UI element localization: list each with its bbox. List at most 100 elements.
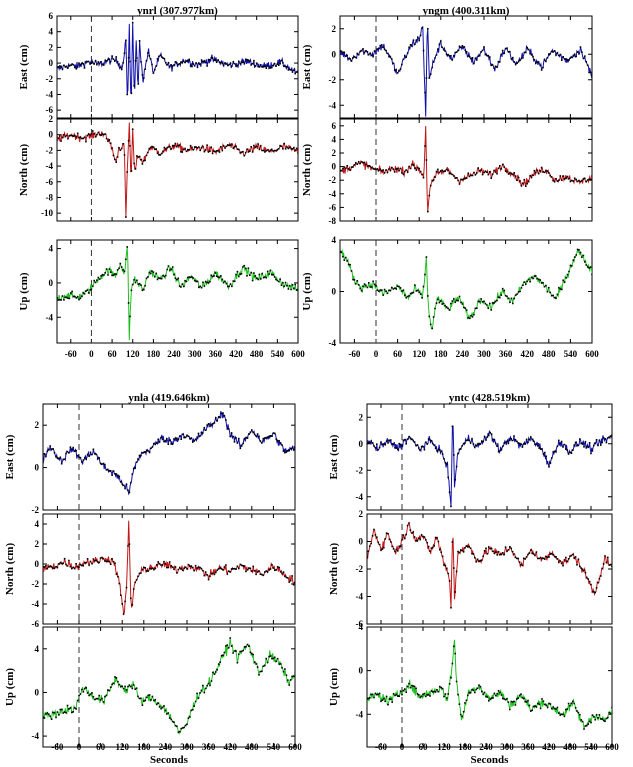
- series-up: [57, 246, 298, 341]
- y-tick-label: 0: [332, 49, 337, 59]
- x-tick-label: 420: [223, 742, 237, 752]
- panel-north: -8 -6 -4 -2 0 2 4 6 North (cm): [301, 118, 593, 226]
- y-tick-label: 0: [35, 463, 40, 473]
- y-axis-label: East (cm): [301, 44, 313, 89]
- series-points: [340, 248, 592, 330]
- y-tick-label: 0: [359, 439, 364, 449]
- series-points: [57, 246, 298, 318]
- series-east: [57, 21, 298, 96]
- station-chart-0: ynrl (307.977km) -6 -4 -2 0 2 4 6 East (cm) -10 -8…: [18, 5, 305, 359]
- series-up: [43, 637, 295, 736]
- x-tick-label: 360: [521, 742, 535, 752]
- y-tick-label: -6: [32, 619, 40, 629]
- series-east: [367, 425, 612, 508]
- y-tick-label: -4: [329, 338, 337, 348]
- y-tick-label: 0: [49, 278, 54, 288]
- x-tick-label: 540: [564, 349, 578, 359]
- panel-north: -6 -4 -2 0 2 4 North (cm): [4, 513, 296, 629]
- x-tick-label: 300: [477, 349, 491, 359]
- x-tick-label: 120: [126, 349, 140, 359]
- series-line: [340, 26, 592, 117]
- y-tick-label: 4: [359, 622, 364, 632]
- panel-frame: [339, 239, 593, 344]
- y-axis-label: North (cm): [328, 543, 340, 596]
- y-tick-label: -4: [356, 709, 364, 719]
- x-tick-label: 0: [374, 349, 379, 359]
- y-tick-label: -4: [46, 312, 54, 322]
- y-axis-label: Up (cm): [18, 272, 30, 311]
- panel-east: -4 -2 0 2 East (cm): [301, 15, 593, 119]
- y-axis-label: North (cm): [301, 144, 313, 197]
- y-tick-label: 0: [332, 287, 337, 297]
- y-tick-label: 0: [49, 130, 54, 140]
- series-points: [43, 412, 295, 494]
- x-tick-label: -60: [51, 742, 63, 752]
- chart-title: ynrl (307.977km): [137, 5, 218, 17]
- series-points: [340, 145, 592, 213]
- x-tick-label: 300: [500, 742, 514, 752]
- y-tick-label: -6: [46, 177, 54, 187]
- y-tick-label: 2: [49, 114, 54, 124]
- y-axis-label: Up (cm): [301, 272, 313, 311]
- panel-up: -4 0 4 Up (cm): [4, 626, 296, 748]
- panel-north: -6 -4 -2 0 2 North (cm): [328, 509, 613, 629]
- station-chart-1: yngm (400.311km) -4 -2 0 2 East (cm) -8 -6 -4 -2 0…: [301, 5, 599, 359]
- panel-up: -4 0 4 Up (cm): [18, 239, 299, 344]
- y-tick-label: 4: [332, 134, 337, 144]
- x-tick-label: 540: [584, 742, 598, 752]
- series-points: [367, 522, 612, 609]
- x-tick-label: 120: [412, 349, 426, 359]
- x-tick-label: -60: [375, 742, 387, 752]
- y-tick-label: -4: [329, 189, 337, 199]
- x-tick-label: 600: [291, 349, 305, 359]
- x-tick-label: -60: [65, 349, 77, 359]
- x-tick-label: 0: [89, 349, 94, 359]
- y-axis-label: East (cm): [18, 44, 30, 89]
- x-tick-label: 420: [542, 742, 556, 752]
- series-line: [43, 637, 295, 736]
- panel-up: -4 0 4 Up (cm): [328, 622, 613, 748]
- panel-frame: [366, 513, 613, 625]
- y-tick-label: 4: [35, 519, 40, 529]
- y-tick-label: 0: [332, 162, 337, 172]
- y-axis-label: Up (cm): [328, 668, 340, 707]
- x-tick-label: 180: [458, 742, 472, 752]
- x-tick-label: 0: [77, 742, 82, 752]
- y-tick-label: -4: [329, 100, 337, 110]
- x-tick-label: 600: [585, 349, 599, 359]
- chart-title: yngm (400.311km): [423, 5, 510, 17]
- y-axis-label: North (cm): [18, 144, 30, 197]
- y-axis-label: East (cm): [328, 434, 340, 479]
- x-tick-label: 120: [437, 742, 451, 752]
- series-line: [57, 246, 298, 341]
- y-tick-label: 4: [49, 244, 54, 254]
- panel-frame: [339, 15, 593, 119]
- x-tick-label: 180: [147, 349, 161, 359]
- x-tick-label: 60: [393, 349, 403, 359]
- panel-frame: [339, 118, 593, 222]
- x-tick-label: 60: [419, 742, 429, 752]
- chart-title: yntc (428.519km): [449, 392, 531, 404]
- y-tick-label: 2: [359, 509, 364, 519]
- y-tick-label: 4: [35, 644, 40, 654]
- panel-frame: [56, 118, 299, 222]
- x-tick-label: 180: [137, 742, 151, 752]
- panel-up: -4 0 4 Up (cm): [301, 235, 593, 348]
- x-tick-label: -60: [348, 349, 360, 359]
- x-tick-label: 0: [400, 742, 405, 752]
- x-axis-label: Seconds: [471, 754, 510, 766]
- series-north: [43, 520, 295, 616]
- x-tick-label: 180: [434, 349, 448, 359]
- y-tick-label: -10: [41, 208, 53, 218]
- x-tick-label: 480: [245, 742, 259, 752]
- y-tick-label: -2: [356, 465, 364, 475]
- panel-frame: [366, 626, 613, 748]
- panel-north: -10 -8 -6 -4 -2 0 2 North (cm): [18, 114, 299, 222]
- x-tick-label: 480: [563, 742, 577, 752]
- series-north: [340, 125, 592, 213]
- series-points: [57, 21, 298, 96]
- y-tick-label: -2: [46, 74, 54, 84]
- x-tick-label: 360: [209, 349, 223, 359]
- series-points: [43, 637, 295, 733]
